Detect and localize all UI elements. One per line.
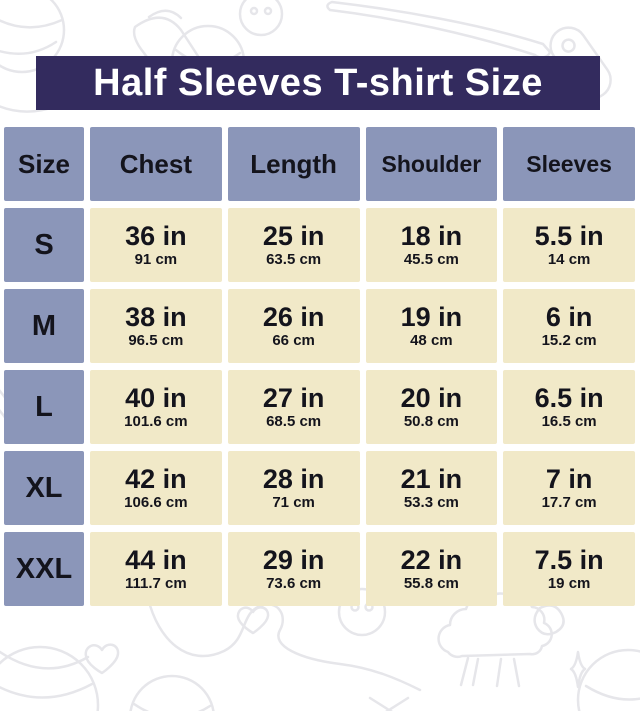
cell-m-shoulder: 19 in 48 cm [365,289,498,363]
yarn-ball-icon [576,648,640,711]
cell-xxl-length: 29 in 73.6 cm [227,532,360,606]
value-cm: 66 cm [272,332,315,349]
heart-icon [84,643,120,675]
value-in: 6.5 in [534,383,604,413]
value-in: 38 in [125,302,187,332]
cell-l-length: 27 in 68.5 cm [227,370,360,444]
value-in: 7 in [545,464,593,494]
title-banner: Half Sleeves T-shirt Size [36,56,600,110]
value-in: 42 in [125,464,187,494]
yarn-ball-icon [129,674,215,711]
value-in: 40 in [125,383,187,413]
value-cm: 53.3 cm [403,494,459,511]
header-length: Length [227,127,360,201]
header-shoulder: Shoulder [365,127,498,201]
value-cm: 91 cm [134,251,178,268]
cell-s-sleeves: 5.5 in 14 cm [503,208,635,282]
value-cm: 68.5 cm [266,413,322,430]
cell-xl-chest: 42 in 106.6 cm [90,451,222,525]
cell-xxl-sleeves: 7.5 in 19 cm [503,532,635,606]
sheep-icon [437,592,565,688]
size-label-s: S [4,208,84,282]
value-cm: 55.8 cm [403,575,459,592]
value-cm: 17.7 cm [541,494,597,511]
value-cm: 106.6 cm [124,494,188,511]
knitting-needle-icon [326,0,552,59]
header-chest: Chest [90,127,222,201]
header-sleeves: Sleeves [503,127,635,201]
size-label-m: M [4,289,84,363]
cell-m-length: 26 in 66 cm [227,289,360,363]
cell-s-chest: 36 in 91 cm [90,208,222,282]
value-in: 20 in [400,383,463,413]
value-cm: 14 cm [547,251,591,268]
cell-xxl-chest: 44 in 111.7 cm [90,532,222,606]
cell-xl-shoulder: 21 in 53.3 cm [365,451,498,525]
value-in: 18 in [400,221,463,251]
cell-xxl-shoulder: 22 in 55.8 cm [365,532,498,606]
page-title: Half Sleeves T-shirt Size [93,61,543,104]
value-in: 21 in [400,464,463,494]
header-size: Size [4,127,84,201]
cell-s-shoulder: 18 in 45.5 cm [365,208,498,282]
yarn-ball-icon [0,645,100,711]
value-cm: 96.5 cm [128,332,184,349]
value-in: 5.5 in [534,221,604,251]
value-in: 25 in [262,221,325,251]
cell-xl-sleeves: 7 in 17.7 cm [503,451,635,525]
value-cm: 50.8 cm [403,413,459,430]
button-icon [238,0,284,37]
value-cm: 101.6 cm [124,413,188,430]
size-label-l: L [4,370,84,444]
cell-l-sleeves: 6.5 in 16.5 cm [503,370,635,444]
value-in: 7.5 in [534,545,604,575]
value-in: 44 in [125,545,187,575]
value-in: 26 in [262,302,325,332]
value-cm: 71 cm [272,494,315,511]
value-in: 22 in [400,545,463,575]
cell-m-sleeves: 6 in 15.2 cm [503,289,635,363]
value-in: 28 in [262,464,325,494]
size-chart-table: Size Chest Length Shoulder Sleeves S 36 … [4,127,635,606]
sparkle-icon [569,650,587,689]
size-label-xl: XL [4,451,84,525]
cell-s-length: 25 in 63.5 cm [227,208,360,282]
value-in: 6 in [545,302,593,332]
value-in: 36 in [125,221,187,251]
value-cm: 16.5 cm [541,413,597,430]
value-cm: 48 cm [410,332,453,349]
value-cm: 63.5 cm [266,251,322,268]
cell-xl-length: 28 in 71 cm [227,451,360,525]
value-cm: 111.7 cm [125,575,187,592]
thread-with-heart-icon [146,596,422,692]
value-cm: 15.2 cm [541,332,597,349]
value-cm: 45.5 cm [403,251,459,268]
size-label-xxl: XXL [4,532,84,606]
cell-l-chest: 40 in 101.6 cm [90,370,222,444]
value-cm: 73.6 cm [266,575,322,592]
cell-m-chest: 38 in 96.5 cm [90,289,222,363]
cell-l-shoulder: 20 in 50.8 cm [365,370,498,444]
value-in: 27 in [262,383,325,413]
value-in: 19 in [400,302,463,332]
value-cm: 19 cm [547,575,591,592]
scissors-icon [368,696,410,711]
value-in: 29 in [262,545,325,575]
